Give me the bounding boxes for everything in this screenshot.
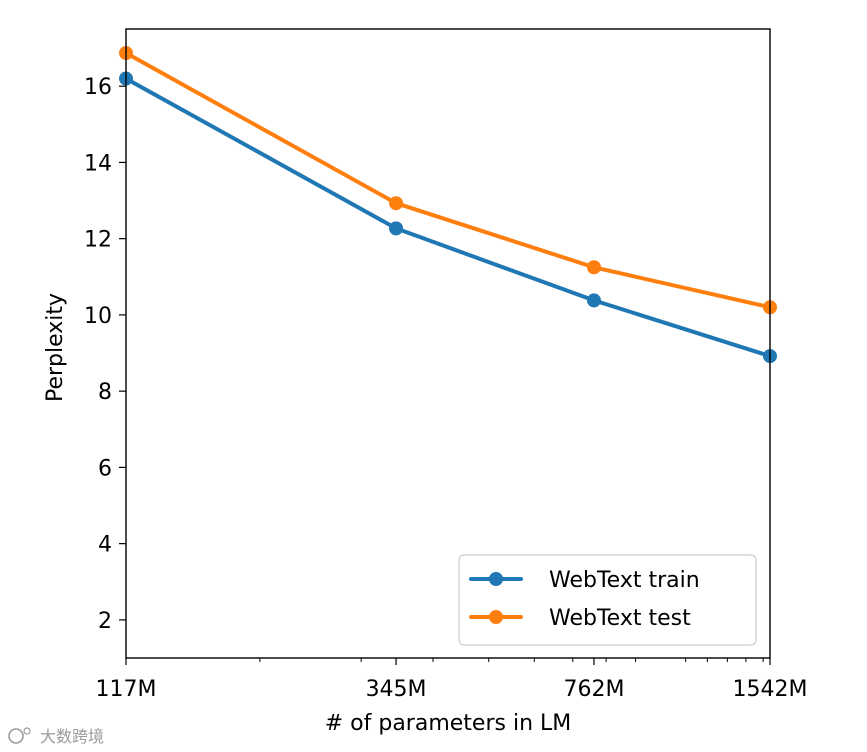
y-tick-label-2: 2 [98,609,112,634]
plot-frame [125,28,771,659]
legend-box [458,554,757,646]
y-axis-label: Perplexity [43,293,68,402]
legend-marker-0 [489,572,503,586]
legend-label-0: WebText train [549,568,700,593]
watermark-logo-dot [23,727,31,735]
x-tick-label-2: 762M [563,677,624,702]
legend-label-1: WebText test [549,606,691,631]
series-1-point-1 [389,196,404,211]
series-0-point-1 [389,221,404,236]
y-tick-label-6: 6 [98,456,112,481]
watermark: 大数跨境 [8,727,104,746]
legend-marker-1 [489,610,503,624]
x-tick-label-1: 345M [366,677,427,702]
y-tick-label-16: 16 [84,75,112,100]
y-tick-label-12: 12 [84,228,112,253]
watermark-text: 大数跨境 [40,727,104,746]
y-tick-label-8: 8 [98,380,112,405]
y-tick-label-10: 10 [84,304,112,329]
series-line-0 [124,76,772,359]
x-tick-label-3: 1542M [733,677,808,702]
series-1-point-2 [586,260,601,275]
x-axis-label: # of parameters in LM [325,711,572,736]
series-0-point-2 [586,293,601,308]
x-tick-label-0: 117M [96,677,157,702]
watermark-logo [8,728,24,744]
y-tick-label-14: 14 [84,151,112,176]
y-tick-label-4: 4 [98,533,112,558]
series-line-1 [124,51,772,310]
